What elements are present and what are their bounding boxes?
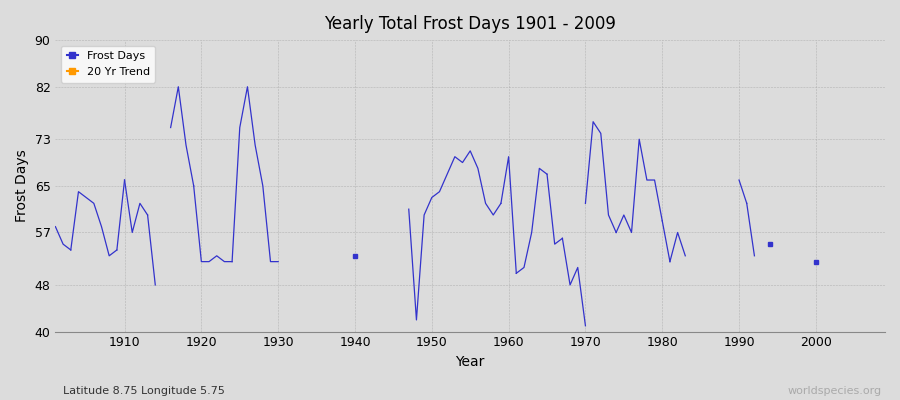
Title: Yearly Total Frost Days 1901 - 2009: Yearly Total Frost Days 1901 - 2009: [324, 15, 616, 33]
Text: Latitude 8.75 Longitude 5.75: Latitude 8.75 Longitude 5.75: [63, 386, 225, 396]
Text: worldspecies.org: worldspecies.org: [788, 386, 882, 396]
Y-axis label: Frost Days: Frost Days: [15, 150, 29, 222]
Legend: Frost Days, 20 Yr Trend: Frost Days, 20 Yr Trend: [61, 46, 155, 82]
X-axis label: Year: Year: [455, 355, 485, 369]
